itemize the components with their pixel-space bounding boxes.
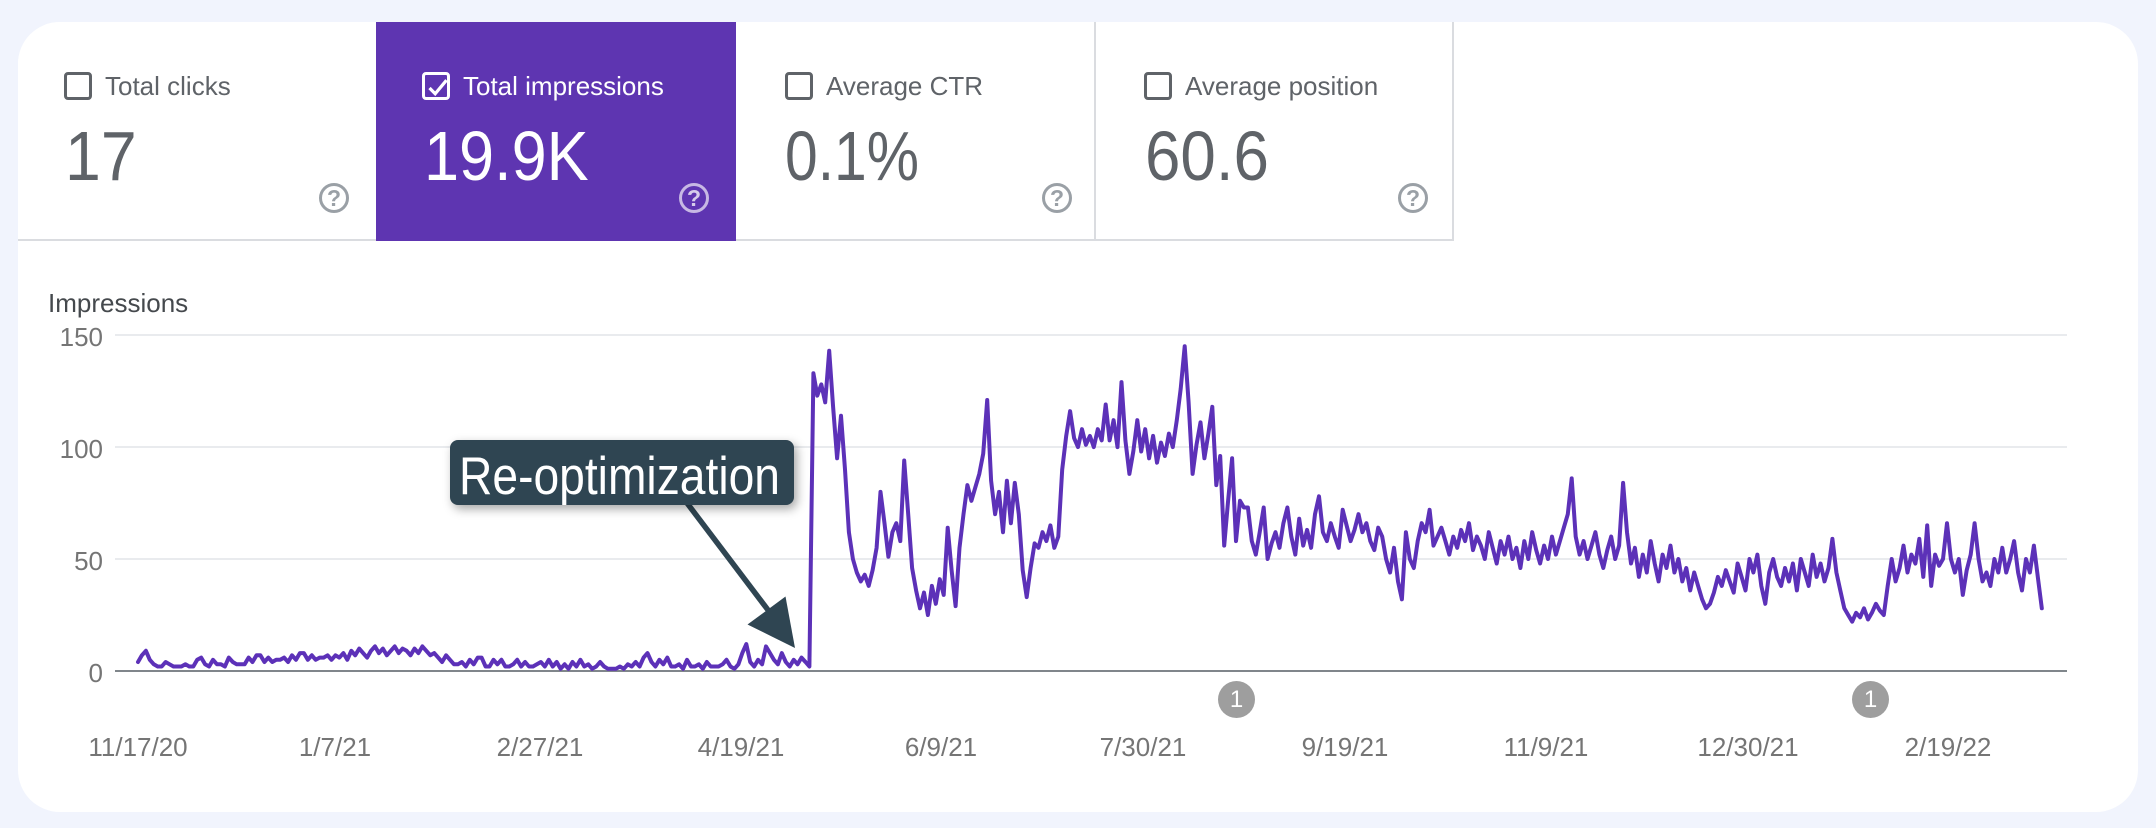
svg-text:Re-optimization: Re-optimization — [459, 447, 780, 506]
